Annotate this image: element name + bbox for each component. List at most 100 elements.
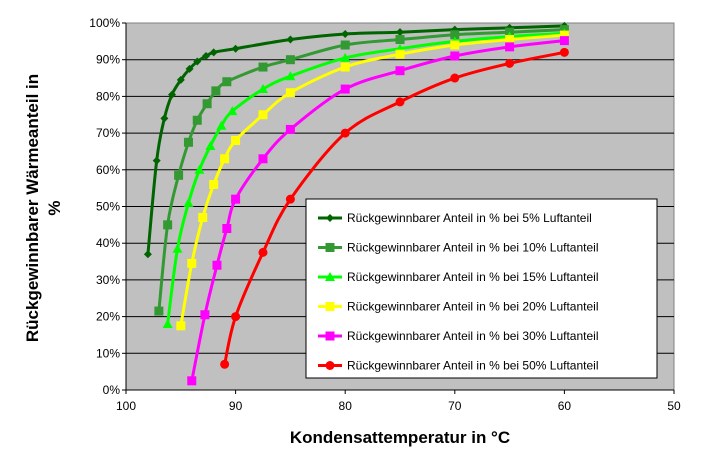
- data-point: [193, 57, 202, 66]
- data-point: [227, 106, 238, 116]
- data-point: [220, 154, 230, 164]
- data-point: [231, 312, 241, 322]
- legend-entry: Rückgewinnbarer Anteil in % bei 20% Luft…: [318, 300, 598, 314]
- data-point: [231, 44, 240, 53]
- data-point: [395, 97, 405, 107]
- data-point: [286, 35, 295, 44]
- y-tick-label: 0%: [103, 383, 121, 397]
- data-point: [231, 194, 241, 204]
- series-group: [143, 21, 570, 386]
- data-point: [183, 197, 194, 207]
- data-point: [220, 359, 230, 369]
- data-point: [340, 128, 350, 138]
- x-tick-label: 90: [229, 399, 243, 413]
- data-point: [285, 71, 296, 81]
- data-point: [258, 84, 268, 94]
- data-point: [200, 310, 210, 320]
- x-tick-label: 80: [339, 399, 353, 413]
- y-tick-label: 40%: [96, 236, 120, 250]
- data-point: [209, 48, 218, 57]
- data-point: [185, 64, 194, 73]
- data-point: [192, 115, 202, 125]
- data-point: [162, 318, 173, 328]
- data-point: [211, 86, 221, 96]
- data-point: [450, 51, 460, 61]
- legend-marker: [325, 361, 335, 370]
- y-axis-title-line-2: %: [45, 200, 64, 215]
- data-point: [505, 58, 515, 68]
- data-point: [559, 36, 569, 46]
- legend-label: Rückgewinnbarer Anteil in % bei 5% Lufta…: [347, 211, 592, 225]
- y-axis-ticks: 0% 10% 20% 30% 40% 50% 60% 70% 80% 90% 100%: [89, 16, 127, 397]
- data-point: [505, 35, 515, 45]
- data-point: [231, 135, 241, 145]
- data-point: [395, 49, 405, 59]
- data-point: [202, 52, 211, 61]
- legend-box: [305, 198, 658, 379]
- legend-label: Rückgewinnbarer Anteil in % bei 20% Luft…: [347, 300, 598, 314]
- y-tick-label: 80%: [96, 89, 120, 103]
- y-tick-label: 10%: [96, 346, 120, 360]
- data-point: [216, 120, 227, 130]
- data-point: [258, 154, 268, 164]
- data-point: [450, 40, 460, 50]
- data-point: [285, 88, 295, 98]
- data-point: [194, 164, 205, 174]
- data-point: [340, 52, 351, 62]
- x-tick-label: 100: [116, 399, 136, 413]
- data-point: [176, 321, 186, 331]
- data-point: [341, 30, 350, 39]
- data-point: [450, 30, 460, 40]
- data-point: [174, 170, 184, 180]
- legend-entry: Rückgewinnbarer Anteil in % bei 10% Luft…: [318, 241, 598, 255]
- data-point: [340, 84, 350, 94]
- data-point: [340, 62, 350, 72]
- data-point: [209, 179, 219, 189]
- data-point: [505, 42, 515, 52]
- data-point: [187, 258, 197, 268]
- y-tick-label: 60%: [96, 163, 120, 177]
- legend-label: Rückgewinnbarer Anteil in % bei 10% Luft…: [347, 241, 598, 255]
- x-tick-label: 70: [448, 399, 462, 413]
- legend-marker: [325, 272, 335, 281]
- series-2: [154, 25, 569, 316]
- data-point: [154, 306, 164, 316]
- data-point: [258, 62, 268, 72]
- data-point: [176, 75, 185, 84]
- legend-entry: Rückgewinnbarer Anteil in % bei 50% Luft…: [318, 359, 598, 373]
- data-point: [152, 156, 161, 165]
- legend-entry: Rückgewinnbarer Anteil in % bei 30% Luft…: [318, 329, 598, 343]
- data-point: [143, 250, 152, 259]
- data-point: [395, 35, 405, 45]
- data-point: [559, 30, 569, 40]
- data-point: [183, 137, 193, 147]
- data-point: [163, 220, 173, 230]
- x-tick-label: 50: [667, 399, 681, 413]
- y-axis-title-line-1: Rückgewinnbarer Wärmeanteil in: [23, 74, 42, 342]
- data-point: [222, 224, 232, 234]
- y-tick-label: 90%: [96, 53, 120, 67]
- legend-items: Rückgewinnbarer Anteil in % bei 5% Lufta…: [318, 211, 598, 373]
- y-tick-label: 20%: [96, 310, 120, 324]
- legend-label: Rückgewinnbarer Anteil in % bei 30% Luft…: [347, 329, 598, 343]
- y-tick-label: 100%: [89, 16, 120, 30]
- data-point: [187, 376, 197, 386]
- data-point: [222, 77, 232, 87]
- data-point: [202, 99, 212, 109]
- series-4: [176, 30, 569, 331]
- data-point: [395, 66, 405, 76]
- y-tick-label: 70%: [96, 126, 120, 140]
- data-point: [258, 110, 268, 120]
- data-point: [559, 47, 569, 57]
- y-axis-title: Rückgewinnbarer Wärmeanteil in %: [23, 74, 64, 342]
- data-point: [172, 243, 183, 253]
- data-point: [285, 124, 295, 134]
- data-point: [340, 40, 350, 50]
- series-6: [220, 47, 569, 369]
- legend-label: Rückgewinnbarer Anteil in % bei 50% Luft…: [347, 359, 598, 373]
- x-axis-ticks: 100 90 80 70 60 50: [116, 389, 681, 413]
- x-axis-title: Kondensattemperatur in °C: [290, 428, 510, 447]
- y-tick-label: 30%: [96, 273, 120, 287]
- data-point: [285, 55, 295, 65]
